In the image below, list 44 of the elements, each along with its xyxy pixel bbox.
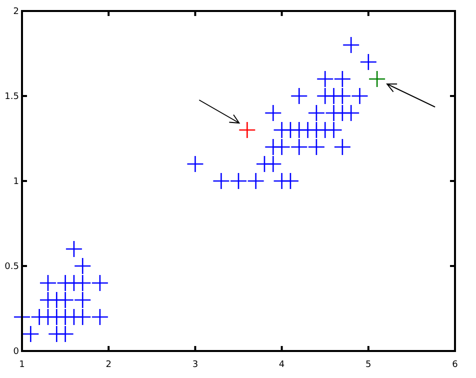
point [368,70,386,88]
point [212,172,230,190]
point [316,70,334,88]
x-tick-label: 2 [106,360,112,370]
point [74,291,92,309]
x-tick-label: 3 [192,360,198,370]
point [334,138,352,156]
point [342,104,360,122]
point [91,274,109,292]
point [264,104,282,122]
point [56,325,74,343]
point [290,138,308,156]
point [360,53,378,71]
y-tick-label: 0.5 [4,262,19,272]
point [308,104,326,122]
point [342,36,360,54]
point [74,308,92,326]
point [351,87,368,105]
point [264,155,282,173]
point [65,240,83,258]
y-tick-label: 2 [13,7,19,17]
point [39,274,57,292]
point [290,87,308,105]
x-tick-label: 6 [452,360,458,370]
point [91,308,109,326]
point [74,257,92,275]
point [282,172,300,190]
y-tick-label: 1 [13,177,19,187]
x-tick-label: 5 [366,360,372,370]
x-tick-label: 4 [278,360,285,370]
point [308,138,326,156]
point [334,70,352,88]
point [74,274,92,292]
point [273,138,290,156]
point [186,155,204,173]
point [334,87,352,105]
point [325,121,342,139]
point [247,172,264,190]
y-tick-label: 1.5 [4,92,19,102]
point [56,291,74,309]
point [22,325,40,343]
y-tick-label: 0 [13,347,20,357]
point [230,172,248,190]
point [238,121,256,139]
